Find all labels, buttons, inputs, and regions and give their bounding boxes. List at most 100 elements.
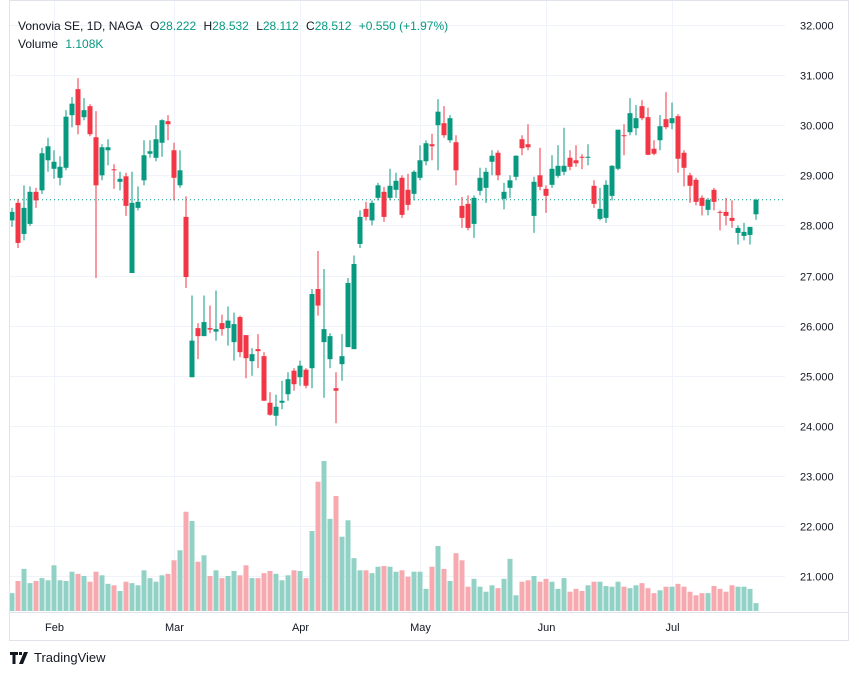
- open-value: 28.222: [159, 19, 197, 33]
- candle-body: [753, 199, 759, 215]
- candle: [207, 305, 213, 334]
- low-value: 28.112: [262, 19, 299, 33]
- candle: [171, 142, 177, 201]
- candle-body: [735, 227, 741, 233]
- candle-body: [423, 143, 429, 162]
- candle-body: [651, 148, 657, 154]
- candle: [663, 92, 669, 130]
- candle-body: [453, 142, 459, 171]
- candle: [201, 295, 207, 337]
- candle-body: [309, 294, 315, 369]
- candle-body: [255, 349, 261, 352]
- candle-body: [237, 317, 243, 353]
- price-axis[interactable]: 32.000 31.000 30.000 29.000 28.000 27.000 26.0…: [800, 21, 834, 584]
- candle-body: [243, 335, 249, 359]
- volume-bar: [561, 578, 567, 611]
- candle-body: [81, 110, 87, 118]
- volume-bar: [507, 558, 513, 611]
- volume-value: 1.108K: [65, 37, 104, 51]
- volume-bar: [183, 511, 189, 611]
- candle: [627, 98, 633, 136]
- volume-bar: [549, 581, 555, 611]
- volume-bars: [9, 461, 759, 611]
- candle-body: [219, 323, 225, 330]
- candle-body: [687, 175, 693, 186]
- volume-bar: [471, 578, 477, 611]
- volume-bar: [381, 566, 387, 611]
- candle-body: [561, 165, 567, 172]
- volume-bar: [279, 580, 285, 611]
- candle-body: [135, 201, 141, 208]
- candle: [27, 186, 33, 226]
- candle: [753, 198, 759, 220]
- volume-bar: [141, 570, 147, 611]
- volume-bar: [291, 570, 297, 611]
- volume-bar: [51, 565, 57, 611]
- candle-body: [351, 263, 357, 350]
- candle: [213, 290, 219, 341]
- candle-body: [171, 150, 177, 178]
- candle: [639, 100, 645, 121]
- volume-bar: [117, 591, 123, 611]
- volume-bar: [45, 580, 51, 611]
- candle: [225, 306, 231, 346]
- candle: [153, 125, 159, 162]
- candle: [489, 150, 495, 176]
- volume-bar: [315, 481, 321, 611]
- candle-body: [339, 356, 345, 365]
- candle-body: [699, 197, 705, 206]
- candle: [129, 171, 135, 273]
- candle-body: [147, 151, 153, 154]
- volume-bar: [69, 571, 75, 611]
- candle-body: [609, 165, 615, 196]
- volume-bar: [219, 578, 225, 611]
- volume-label[interactable]: Volume: [18, 37, 59, 51]
- tradingview-brand[interactable]: TradingView: [10, 650, 106, 665]
- close-label: C: [306, 19, 315, 33]
- volume-bar: [93, 571, 99, 611]
- candle-body: [441, 123, 447, 136]
- candle: [717, 210, 723, 231]
- candle-body: [195, 328, 201, 337]
- candle-body: [501, 191, 507, 199]
- candle-body: [363, 208, 369, 217]
- candle-body: [507, 180, 513, 188]
- volume-bar: [303, 578, 309, 611]
- volume-bar: [33, 581, 39, 611]
- candle-body: [495, 152, 501, 176]
- candle: [687, 172, 693, 203]
- candle: [285, 372, 291, 401]
- volume-bar: [99, 575, 105, 611]
- candle-body: [45, 146, 51, 161]
- candle: [387, 168, 393, 201]
- candlesticks: [9, 78, 759, 426]
- candle: [123, 172, 129, 216]
- volume-bar: [537, 581, 543, 611]
- candle-body: [603, 184, 609, 218]
- time-axis[interactable]: Feb Mar Apr May Jun Jul: [45, 622, 680, 634]
- volume-bar: [351, 558, 357, 611]
- candle-body: [657, 126, 663, 141]
- candle: [9, 207, 15, 227]
- symbol-title[interactable]: Vonovia SE, 1D, NAGA: [18, 19, 143, 33]
- candle-body: [693, 179, 699, 202]
- candle: [531, 176, 537, 233]
- volume-bar: [243, 565, 249, 611]
- candle-body: [585, 156, 591, 158]
- close-value: 28.512: [314, 19, 352, 33]
- candle: [609, 165, 615, 201]
- candle: [357, 210, 363, 248]
- candle-body: [411, 171, 417, 194]
- volume-bar: [741, 586, 747, 611]
- candle-body: [591, 185, 597, 204]
- volume-bar: [333, 496, 339, 611]
- candle: [63, 110, 69, 171]
- candle-body: [729, 217, 735, 221]
- candle: [429, 133, 435, 161]
- candle-body: [447, 118, 453, 141]
- candle: [729, 200, 735, 228]
- volume-bar: [513, 595, 519, 611]
- candle-body: [327, 336, 333, 360]
- candle: [471, 195, 477, 238]
